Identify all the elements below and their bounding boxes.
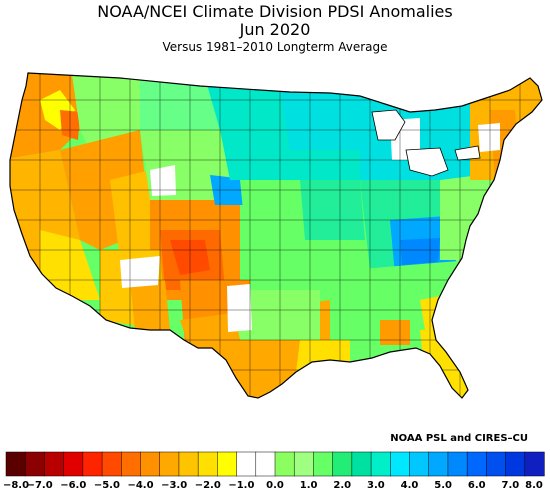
colorbar-swatch	[351, 451, 372, 477]
colorbar-swatch	[486, 451, 507, 477]
colorbar-swatch	[159, 451, 180, 477]
colorbar-swatch	[370, 451, 391, 477]
colorbar-swatch	[313, 451, 334, 477]
colorbar-swatch	[24, 451, 46, 477]
map-subtitle: Jun 2020	[239, 20, 311, 39]
colorbar-tick-label: 0.0	[266, 480, 284, 491]
colorbar-tick-label: 5.0	[434, 480, 452, 491]
colorbar-swatch	[178, 451, 199, 477]
colorbar-swatch	[409, 451, 430, 477]
colorbar-swatch	[255, 451, 276, 477]
region-carolina-coast	[380, 320, 410, 345]
colorbar-swatch	[524, 451, 545, 477]
map-title: NOAA/NCEI Climate Division PDSI Anomalie…	[97, 2, 453, 21]
colorbar-tick-label: −3.0	[161, 480, 187, 491]
region-utah-west	[110, 170, 160, 260]
colorbar-tick-label: 4.0	[401, 480, 419, 491]
colorbar-tick-label: 1.0	[300, 480, 318, 491]
colorbar-tick-label: −5.0	[94, 480, 120, 491]
colorbar-tick-label: −2.0	[195, 480, 221, 491]
colorbar-swatch	[82, 451, 103, 477]
region-oklahoma	[230, 290, 320, 340]
colorbar-swatch	[44, 451, 65, 477]
lake-superior-michigan	[371, 109, 406, 141]
colorbar-tick-label: 6.0	[468, 480, 486, 491]
colorbar-tick-label: −1.0	[228, 480, 254, 491]
region-northern-rockies	[70, 73, 140, 150]
colorbar-swatch	[140, 451, 161, 477]
colorbar-tick-label: 2.0	[333, 480, 351, 491]
colorbar-swatch	[505, 451, 526, 477]
map-note: Versus 1981–2010 Longterm Average	[162, 40, 388, 54]
colorbar-swatch	[217, 451, 238, 477]
colorbar-tick-label: −7.0	[27, 480, 53, 491]
colorbar-swatch	[5, 451, 26, 477]
colorbar-swatch	[121, 451, 142, 477]
region-nodata-4	[150, 165, 176, 196]
colorbar-swatch	[466, 451, 488, 477]
colorbar-swatch	[332, 451, 353, 477]
colorbar-swatch	[274, 451, 295, 477]
colorbar-tick-label: 7.0	[502, 480, 520, 491]
colorbar-swatch	[101, 451, 122, 477]
region-iowa	[300, 180, 365, 240]
colorbar-tick-label: −6.0	[60, 480, 86, 491]
colorbar-tick-label: −4.0	[127, 480, 153, 491]
colorbar-swatch	[390, 451, 411, 477]
lake-huron-erie	[405, 147, 449, 177]
colorbar-swatch	[447, 451, 468, 477]
colorbar-tick-label: 3.0	[367, 480, 385, 491]
colorbar-swatch	[428, 451, 449, 477]
region-nodata-2	[227, 284, 252, 332]
colorbar-swatch	[63, 451, 84, 477]
colorbar-tick-label: −8.0	[3, 480, 29, 491]
colorbar-swatch	[293, 451, 315, 477]
colorbar-swatch	[197, 451, 218, 477]
lake-ontario	[454, 145, 481, 161]
colorbar-tick-label: 8.0	[525, 480, 543, 491]
colorbar-swatch	[236, 451, 257, 477]
credit-label: NOAA PSL and CIRES–CU	[390, 433, 528, 444]
